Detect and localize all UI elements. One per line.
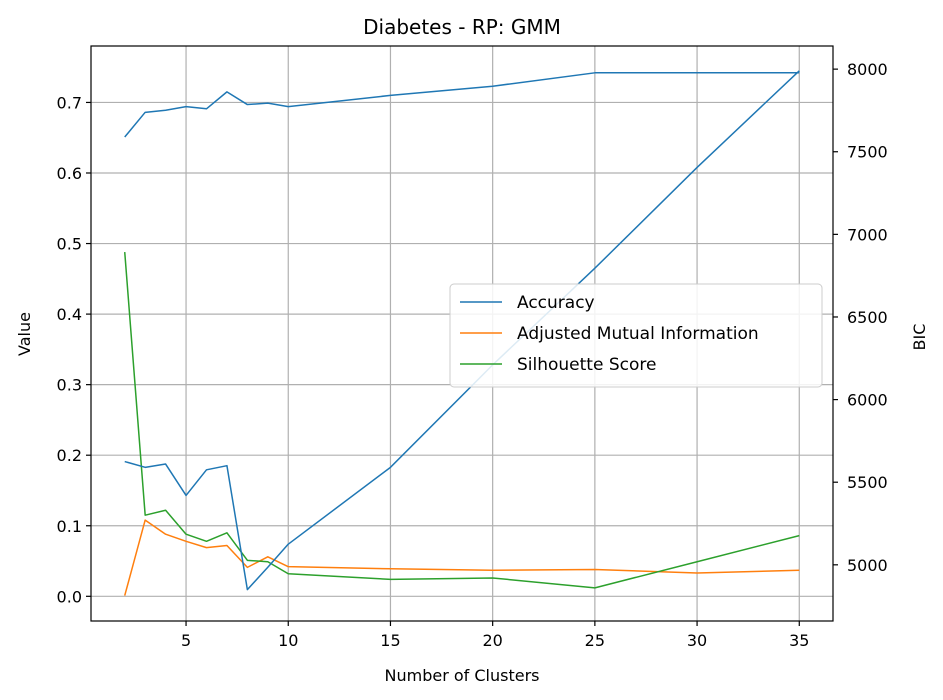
legend-box bbox=[449, 283, 823, 388]
y-tick-label: 0.3 bbox=[57, 376, 82, 395]
y2-tick-label: 5500 bbox=[847, 473, 888, 492]
y-tick-label: 0.4 bbox=[57, 305, 82, 324]
y-tick-label: 0.6 bbox=[57, 164, 82, 183]
legend: Accuracy Adjusted Mutual Information Silho… bbox=[449, 283, 823, 388]
legend-label: Silhouette Score bbox=[517, 355, 656, 375]
plot-frame bbox=[90, 45, 834, 622]
y2-tick-label: 6000 bbox=[847, 391, 888, 410]
y-tick-label: 0.5 bbox=[57, 235, 82, 254]
x-tick-label: 30 bbox=[687, 631, 707, 650]
x-tick-label: 5 bbox=[181, 631, 191, 650]
y-tick-label: 0.0 bbox=[57, 587, 82, 606]
y2-tick-label: 5000 bbox=[847, 556, 888, 575]
series-line-accuracy bbox=[124, 72, 800, 138]
x-axis-title: Number of Clusters bbox=[385, 666, 540, 685]
x-tick-label: 25 bbox=[585, 631, 605, 650]
series-line-silhouette-score bbox=[123, 251, 800, 589]
legend-label: Adjusted Mutual Information bbox=[517, 324, 759, 344]
legend-label: Accuracy bbox=[517, 293, 595, 313]
y-tick-label: 0.1 bbox=[57, 517, 82, 536]
y2-axis-title: BIC bbox=[910, 324, 929, 351]
x-tick-label: 20 bbox=[482, 631, 502, 650]
x-tick-label: 10 bbox=[278, 631, 298, 650]
series-line-adjusted-mutual-information bbox=[124, 519, 800, 596]
y2-tick-label: 6500 bbox=[847, 308, 888, 327]
y-axis-right: 5000 5500 6000 6500 7000 7500 8000 bbox=[833, 60, 888, 575]
x-tick-label: 35 bbox=[789, 631, 809, 650]
x-axis: 5 10 15 20 25 30 35 bbox=[181, 621, 809, 650]
y2-tick-label: 7000 bbox=[847, 225, 888, 244]
y2-tick-label: 7500 bbox=[847, 143, 888, 162]
y-axis-title: Value bbox=[15, 312, 34, 356]
chart-title: Diabetes - RP: GMM bbox=[363, 15, 561, 39]
y-axis-left: 0.0 0.1 0.2 0.3 0.4 0.5 0.6 0.7 bbox=[57, 93, 91, 606]
y2-tick-label: 8000 bbox=[847, 60, 888, 79]
y-tick-label: 0.7 bbox=[57, 93, 82, 112]
x-tick-label: 15 bbox=[380, 631, 400, 650]
y-tick-label: 0.2 bbox=[57, 446, 82, 465]
